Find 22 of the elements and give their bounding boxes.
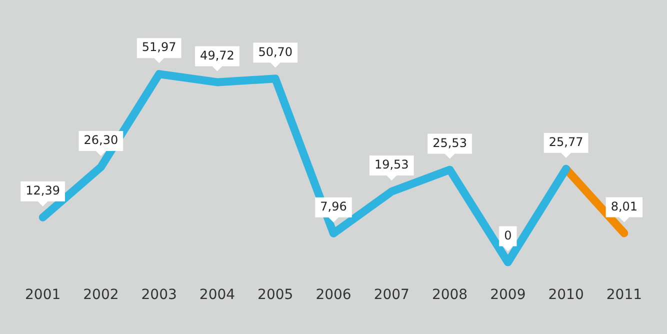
data-label: 8,01 xyxy=(610,199,638,214)
data-label: 25,53 xyxy=(432,136,467,150)
x-tick-label: 2004 xyxy=(199,287,236,304)
x-tick-label: 2002 xyxy=(83,287,119,304)
data-label: 25,77 xyxy=(548,135,584,150)
x-tick-label: 2009 xyxy=(490,287,526,304)
data-label: 50,70 xyxy=(258,44,293,59)
x-tick-label: 2010 xyxy=(548,287,584,304)
x-tick-label: 2003 xyxy=(141,287,177,304)
x-tick-label: 2007 xyxy=(374,287,410,304)
data-label: 0 xyxy=(504,228,512,242)
data-label: 7,96 xyxy=(320,200,347,214)
x-tick-label: 2001 xyxy=(24,287,61,304)
x-tick-label: 2006 xyxy=(316,287,352,304)
data-label: 26,30 xyxy=(84,133,118,148)
x-tick-label: 2008 xyxy=(432,287,468,304)
x-tick-label: 2005 xyxy=(258,287,294,304)
data-label: 51,97 xyxy=(142,40,176,54)
x-tick-label: 2011 xyxy=(606,287,642,304)
data-label: 12,39 xyxy=(26,183,60,198)
data-label: 19,53 xyxy=(374,158,409,172)
data-label: 49,72 xyxy=(200,48,234,62)
